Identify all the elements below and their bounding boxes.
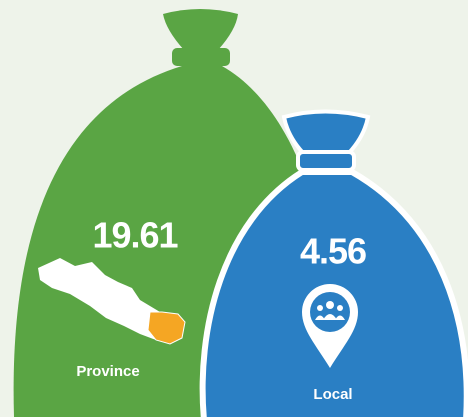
bag-tie bbox=[296, 150, 356, 172]
highlighted-province bbox=[147, 311, 186, 345]
local-value: 4.56 bbox=[300, 231, 366, 272]
pin-circle bbox=[310, 292, 350, 332]
bag-tie bbox=[172, 48, 230, 66]
local-bag: 4.56 Local bbox=[199, 109, 468, 417]
local-label: Local bbox=[313, 386, 352, 403]
bag-top bbox=[163, 9, 238, 50]
province-label: Province bbox=[76, 363, 139, 380]
province-value: 19.61 bbox=[92, 215, 178, 256]
nepal-map bbox=[38, 258, 185, 344]
bag-top bbox=[281, 109, 371, 158]
people-icon bbox=[315, 301, 345, 320]
